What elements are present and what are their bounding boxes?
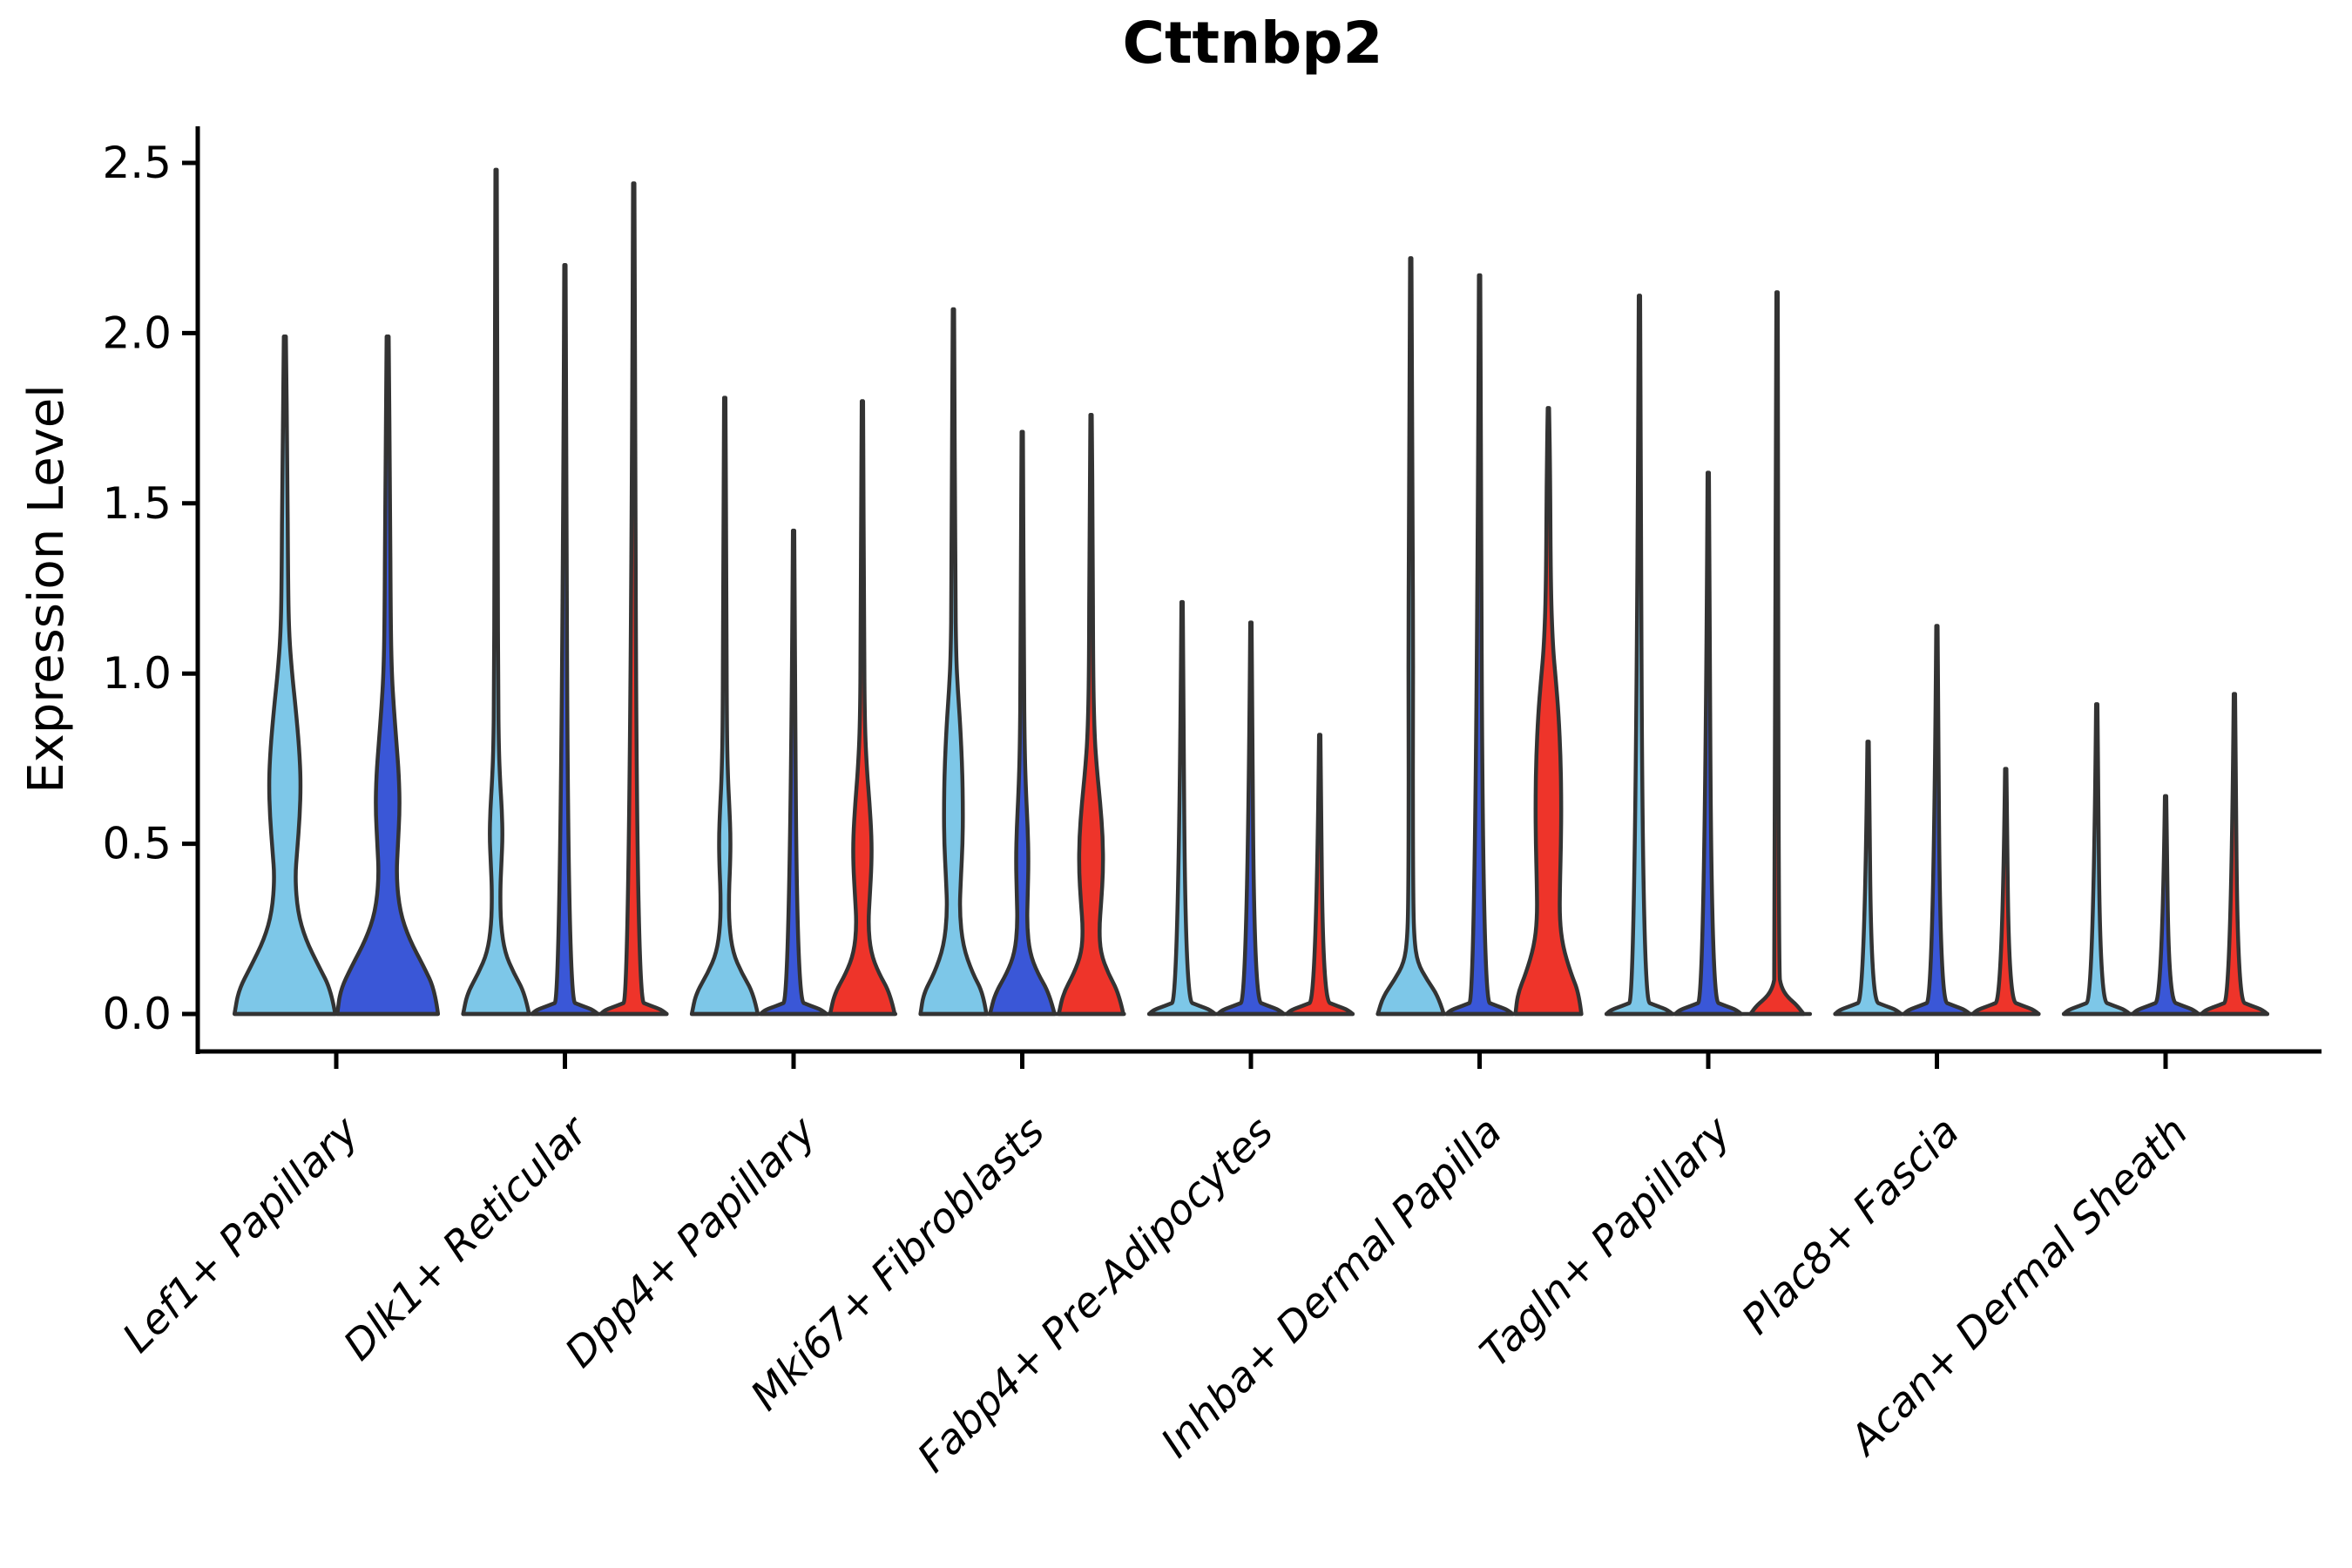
violin-mki67-fibroblasts-split-1 bbox=[918, 307, 989, 1017]
violin-tagln-papillary-split-2 bbox=[1673, 470, 1744, 1017]
y-ticks: 0.0 0.5 1.0 1.5 2.0 2.5 bbox=[102, 138, 198, 1039]
violin-inhba-dermal-papilla-split-3 bbox=[1513, 406, 1584, 1017]
violin-plac8-fascia-split-3 bbox=[1970, 767, 2041, 1017]
violin-fabp4-pre-adipocytes-split-2 bbox=[1215, 620, 1287, 1017]
x-category-label: Dlk1+ Reticular bbox=[335, 1106, 598, 1370]
violin-dlk1-reticular-split-2 bbox=[530, 262, 600, 1017]
violin-fabp4-pre-adipocytes-split-3 bbox=[1284, 733, 1355, 1017]
y-axis-label: Expression Level bbox=[18, 384, 75, 794]
violin-dpp4-papillary-split-1 bbox=[689, 395, 760, 1017]
chart-title: Cttnbp2 bbox=[1123, 10, 1383, 77]
violin-dlk1-reticular-split-1 bbox=[461, 167, 531, 1017]
violin-acan-dermal-sheath-split-1 bbox=[2061, 702, 2132, 1017]
violin-dlk1-reticular-split-3 bbox=[598, 181, 669, 1017]
violin-mki67-fibroblasts-split-3 bbox=[1057, 412, 1125, 1017]
y-tick-label: 2.5 bbox=[102, 138, 172, 188]
violin-dpp4-papillary-split-2 bbox=[758, 528, 829, 1017]
y-tick-label: 1.5 bbox=[102, 478, 172, 529]
violin-acan-dermal-sheath-split-2 bbox=[2130, 794, 2201, 1017]
violin-mki67-fibroblasts-split-2 bbox=[988, 429, 1057, 1017]
violin-inhba-dermal-papilla-split-1 bbox=[1375, 256, 1446, 1017]
x-category-label: Tagln+ Papillary bbox=[1471, 1107, 1741, 1377]
violin-fabp4-pre-adipocytes-split-1 bbox=[1146, 599, 1218, 1017]
violin-lef1-papillary-split-1 bbox=[232, 335, 338, 1017]
y-tick-label: 1.0 bbox=[102, 648, 172, 699]
y-tick-label: 0.0 bbox=[102, 989, 172, 1039]
violin-inhba-dermal-papilla-split-2 bbox=[1444, 273, 1515, 1017]
violin-dpp4-papillary-split-3 bbox=[828, 399, 897, 1017]
violin-tagln-papillary-split-1 bbox=[1604, 294, 1675, 1017]
violin-acan-dermal-sheath-split-3 bbox=[2199, 692, 2270, 1017]
x-category-label: Dpp4+ Papillary bbox=[556, 1107, 826, 1377]
x-category-label: Plac8+ Fascia bbox=[1733, 1108, 1969, 1344]
violins-layer bbox=[232, 167, 2270, 1017]
y-tick-label: 2.0 bbox=[102, 308, 172, 358]
x-category-label: Lef1+ Papillary bbox=[113, 1107, 368, 1362]
y-tick-label: 0.5 bbox=[102, 819, 172, 869]
violin-plac8-fascia-split-2 bbox=[1902, 624, 1972, 1017]
axes-layer bbox=[195, 126, 2322, 1054]
violin-lef1-papillary-split-2 bbox=[335, 335, 441, 1017]
violin-plac8-fascia-split-1 bbox=[1833, 740, 1903, 1017]
violin-tagln-papillary-split-3 bbox=[1748, 290, 1806, 1017]
